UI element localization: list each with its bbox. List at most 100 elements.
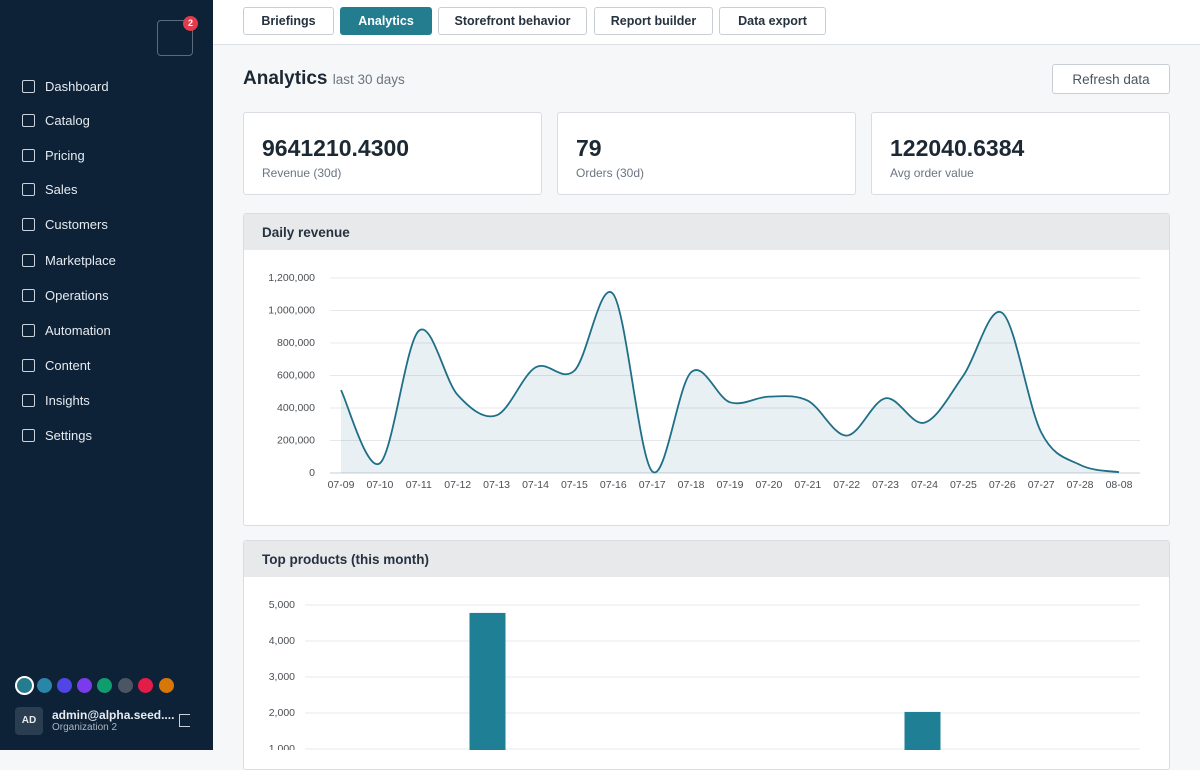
x-tick-label: 07-10: [366, 479, 393, 491]
tab[interactable]: Report builder: [594, 7, 713, 35]
nav-label: Pricing: [45, 148, 85, 163]
nav-icon: [22, 359, 35, 372]
user-email: admin@alpha.seed....: [52, 708, 175, 722]
area: [341, 291, 1119, 473]
card-title: Top products (this month): [244, 541, 1169, 577]
x-tick-label: 07-24: [911, 479, 938, 491]
x-tick-label: 07-27: [1028, 479, 1055, 491]
x-tick-label: 07-15: [561, 479, 588, 491]
nav-icon: [22, 183, 35, 196]
y-tick-label: 200,000: [277, 434, 315, 446]
nav-icon: [22, 114, 35, 127]
x-tick-label: 07-16: [600, 479, 627, 491]
nav-item[interactable]: Operations: [22, 288, 109, 303]
y-tick-label: 4,000: [269, 635, 295, 647]
nav-item[interactable]: Insights: [22, 393, 90, 408]
x-tick-label: 07-12: [444, 479, 471, 491]
nav-item[interactable]: Sales: [22, 182, 78, 197]
x-tick-label: 07-14: [522, 479, 549, 491]
logout-button[interactable]: [179, 714, 190, 727]
nav-label: Sales: [45, 182, 78, 197]
nav-item[interactable]: Dashboard: [22, 79, 109, 94]
theme-swatch[interactable]: [15, 676, 34, 695]
x-tick-label: 07-13: [483, 479, 510, 491]
y-tick-label: 800,000: [277, 337, 315, 349]
y-tick-label: 1,000,000: [268, 304, 315, 316]
tab[interactable]: Briefings: [243, 7, 334, 35]
kpi-card: 122040.6384 Avg order value: [871, 112, 1170, 195]
sidebar: 2 Dashboard Catalog Pricing Sales Customers M…: [0, 0, 213, 750]
kpi-value: 9641210.4300: [262, 135, 410, 161]
x-tick-label: 08-08: [1106, 479, 1133, 491]
bar: [469, 612, 506, 750]
y-tick-label: 3,000: [269, 671, 295, 683]
nav-item[interactable]: Content: [22, 358, 91, 373]
nav-icon: [22, 429, 35, 442]
avatar: AD: [15, 707, 43, 735]
nav-label: Catalog: [45, 113, 90, 128]
kpi-value: 122040.6384: [890, 135, 1025, 161]
x-tick-label: 07-11: [406, 479, 432, 491]
nav-icon: [22, 218, 35, 231]
x-tick-label: 07-18: [678, 479, 705, 491]
tab[interactable]: Data export: [719, 7, 826, 35]
nav-icon: [22, 254, 35, 267]
nav-item[interactable]: Customers: [22, 217, 108, 232]
x-tick-label: 07-19: [717, 479, 744, 491]
nav-item[interactable]: Marketplace: [22, 253, 116, 268]
x-tick-label: 07-23: [872, 479, 899, 491]
theme-swatch[interactable]: [118, 678, 133, 693]
nav-label: Customers: [45, 217, 108, 232]
theme-swatch[interactable]: [159, 678, 174, 693]
kpi-label: Avg order value: [890, 166, 974, 180]
theme-swatch[interactable]: [138, 678, 153, 693]
title: Analytics: [243, 68, 328, 89]
nav-item[interactable]: Automation: [22, 323, 111, 338]
x-tick-label: 07-20: [755, 479, 782, 491]
y-tick-label: 5,000: [269, 599, 295, 611]
theme-swatch[interactable]: [77, 678, 92, 693]
nav-label: Settings: [45, 428, 92, 443]
theme-swatch[interactable]: [37, 678, 52, 693]
subtitle: last 30 days: [332, 72, 405, 87]
x-tick-label: 07-17: [639, 479, 666, 491]
nav-item[interactable]: Catalog: [22, 113, 90, 128]
kpi-label: Revenue (30d): [262, 166, 342, 180]
theme-swatch[interactable]: [97, 678, 112, 693]
nav-label: Insights: [45, 393, 90, 408]
notifications-button[interactable]: [157, 20, 193, 56]
nav-item[interactable]: Pricing: [22, 148, 85, 163]
y-tick-label: 2,000: [269, 707, 295, 719]
nav-icon: [22, 394, 35, 407]
x-tick-label: 07-21: [794, 479, 821, 491]
x-tick-label: 07-09: [328, 479, 355, 491]
nav-icon: [22, 149, 35, 162]
chart-card: Top products (this month): [243, 540, 1170, 770]
charts: 0 200,000 400,000 600,000 800,000 1,000,000 1,…: [268, 272, 1140, 750]
nav-label: Operations: [45, 288, 109, 303]
x-tick-label: 07-28: [1067, 479, 1094, 491]
tab[interactable]: Analytics: [340, 7, 432, 35]
kpi-value: 79: [576, 135, 602, 161]
tab[interactable]: Storefront behavior: [438, 7, 587, 35]
nav-label: Content: [45, 358, 91, 373]
kpi-card: 9641210.4300 Revenue (30d): [243, 112, 542, 195]
kpi-label: Orders (30d): [576, 166, 645, 180]
bar: [904, 711, 941, 750]
page-title: Analytics last 30 days: [243, 68, 405, 90]
y-tick-label: 600,000: [277, 369, 315, 381]
nav-icon: [22, 80, 35, 93]
y-tick-label: 0: [309, 467, 315, 479]
x-tick-label: 07-25: [950, 479, 977, 491]
nav-icon: [22, 324, 35, 337]
theme-swatch[interactable]: [57, 678, 72, 693]
nav-label: Automation: [45, 323, 111, 338]
y-tick-label: 400,000: [277, 402, 315, 414]
nav-item[interactable]: Settings: [22, 428, 92, 443]
refresh-button[interactable]: Refresh data: [1052, 64, 1170, 94]
chart-card: Daily revenue: [243, 213, 1170, 526]
y-tick-label: 1,200,000: [268, 272, 315, 284]
user-org: Organization 2: [52, 722, 118, 733]
line: [340, 291, 1120, 474]
